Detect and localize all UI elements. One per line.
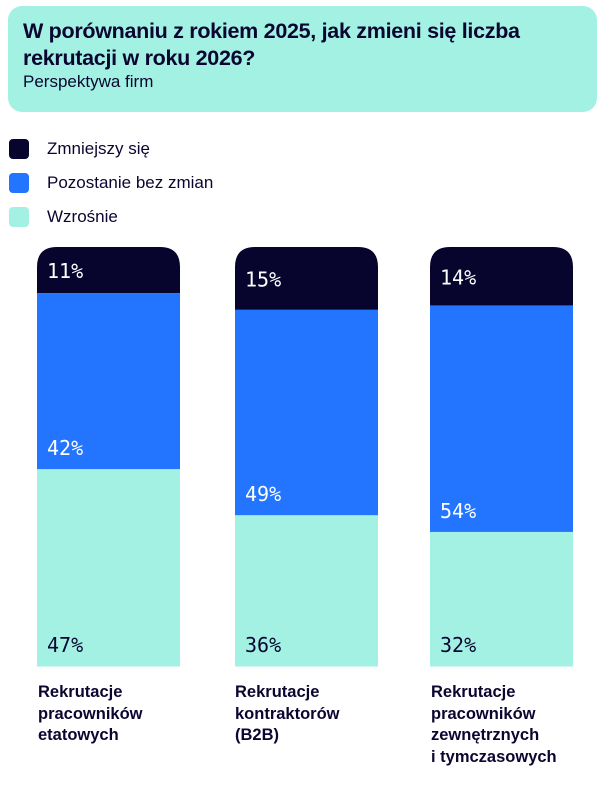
- legend-label-decrease: Zmniejszy się: [47, 139, 150, 158]
- data-label-same: 49%: [245, 482, 281, 506]
- category-label: Rekrutacje pracowników zewnętrznych i ty…: [431, 683, 557, 766]
- legend-label-increase: Wzrośnie: [47, 207, 118, 226]
- legend-swatch-increase: [9, 207, 29, 227]
- bar-segment-decrease: [37, 247, 180, 294]
- data-label-increase: 36%: [245, 633, 281, 657]
- chart-header: W porównaniu z rokiem 2025, jak zmieni s…: [8, 6, 597, 112]
- bar-segment-decrease: [235, 247, 378, 310]
- bar-segment-same: [37, 293, 180, 470]
- data-label-decrease: 14%: [440, 265, 476, 289]
- bar-segment-increase: [37, 469, 180, 667]
- bar-group: 11% 42% 47%: [37, 247, 180, 667]
- bar-segment-same: [235, 309, 378, 516]
- bar-segment-decrease: [430, 247, 573, 306]
- data-label-decrease: 15%: [245, 267, 281, 291]
- legend-label-same: Pozostanie bez zmian: [47, 173, 214, 192]
- bar-segment-increase: [235, 515, 378, 667]
- legend: Zmniejszy się Pozostanie bez zmian Wzroś…: [9, 132, 213, 234]
- data-label-same: 54%: [440, 499, 476, 523]
- data-label-same: 42%: [47, 436, 83, 460]
- data-label-decrease: 11%: [47, 259, 83, 283]
- bar-group: 15% 49% 36%: [235, 247, 378, 667]
- legend-swatch-decrease: [9, 139, 29, 159]
- chart-subtitle: Perspektywa firm: [23, 72, 154, 91]
- bar-segment-increase: [430, 531, 573, 667]
- chart-title: W porównaniu z rokiem 2025, jak zmieni s…: [23, 19, 520, 70]
- legend-item-increase: Wzrośnie: [9, 200, 213, 234]
- legend-item-same: Pozostanie bez zmian: [9, 166, 213, 200]
- category-label: Rekrutacje kontraktorów (B2B): [235, 683, 340, 744]
- data-label-increase: 47%: [47, 633, 83, 657]
- data-label-increase: 32%: [440, 633, 476, 657]
- legend-swatch-same: [9, 173, 29, 193]
- legend-item-decrease: Zmniejszy się: [9, 132, 213, 166]
- category-label: Rekrutacje pracowników etatowych: [38, 683, 143, 744]
- bar-group: 14% 54% 32%: [430, 247, 573, 667]
- bar-segment-same: [430, 305, 573, 533]
